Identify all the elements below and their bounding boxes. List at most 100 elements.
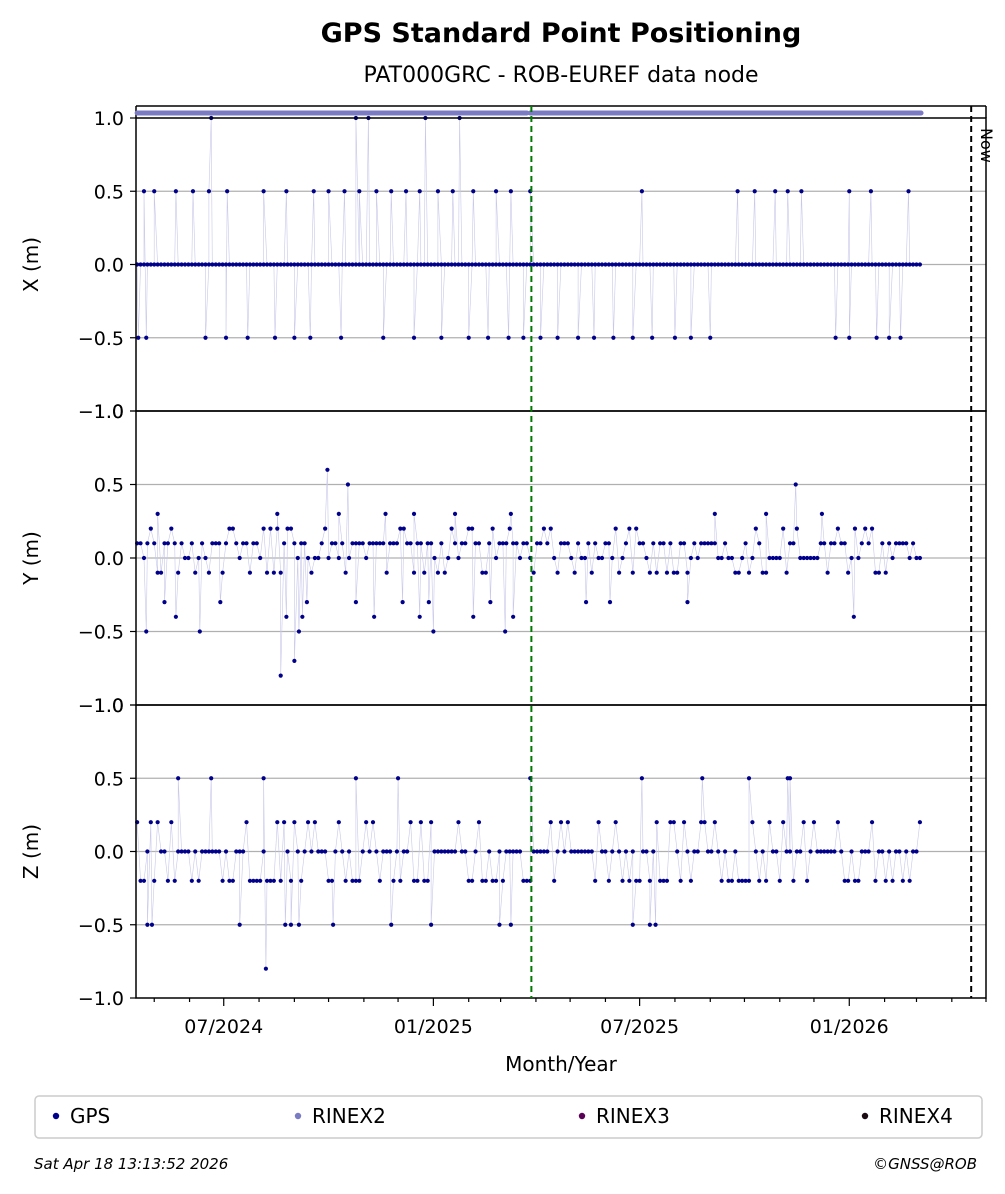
gps-point — [729, 262, 735, 267]
gps-point — [254, 541, 259, 546]
gps-point — [767, 555, 772, 561]
gps-point — [182, 555, 188, 561]
gps-point — [155, 511, 160, 516]
gps-point — [353, 878, 359, 883]
gps-point — [145, 541, 150, 546]
gps-point — [155, 570, 160, 575]
gps-point — [856, 262, 861, 267]
gps-point — [583, 600, 589, 605]
y-tick-label: −1.0 — [78, 988, 124, 1010]
gps-point — [138, 878, 143, 883]
gps-point — [387, 262, 393, 267]
gps-point — [213, 541, 218, 546]
gps-point — [606, 878, 611, 883]
gps-point — [483, 570, 488, 575]
gps-point — [353, 541, 359, 546]
y-tick-label: 0.5 — [94, 181, 124, 203]
gps-point — [736, 878, 741, 883]
gps-point — [893, 849, 899, 854]
gps-point — [681, 820, 687, 825]
gps-point — [524, 262, 529, 267]
gps-point — [893, 541, 899, 546]
gps-point — [847, 335, 852, 340]
gps-point — [288, 526, 294, 531]
gps-point — [237, 849, 242, 854]
gps-point — [593, 262, 598, 267]
gps-point — [299, 878, 304, 883]
gps-point — [695, 262, 700, 267]
gps-point — [264, 262, 270, 267]
gps-point — [904, 262, 909, 267]
legend-label-rinex2: RINEX2 — [312, 1104, 386, 1128]
gps-point — [323, 526, 328, 531]
gps-point — [323, 262, 328, 267]
gps-point — [206, 570, 212, 575]
gps-point — [383, 511, 388, 516]
gps-point — [900, 878, 905, 883]
gps-point — [658, 262, 663, 267]
gps-point — [801, 820, 806, 825]
gps-point — [285, 262, 290, 267]
gps-point — [138, 541, 143, 546]
gps-point — [876, 849, 881, 854]
gps-point — [446, 262, 451, 267]
gps-point — [859, 849, 864, 854]
gps-point — [575, 849, 581, 854]
gps-point — [152, 878, 157, 883]
gps-point — [241, 541, 246, 546]
gps-point — [189, 541, 194, 546]
gps-point — [493, 262, 499, 267]
gps-point — [488, 600, 493, 605]
gps-point — [210, 541, 215, 546]
gps-point — [336, 820, 341, 825]
gps-point — [552, 262, 557, 267]
gps-point — [442, 849, 447, 854]
gps-point — [818, 849, 823, 854]
gps-point — [661, 262, 666, 267]
gps-point — [548, 262, 553, 267]
gps-point — [136, 335, 141, 340]
gps-point — [705, 541, 711, 546]
gps-point — [914, 262, 919, 267]
gps-point — [675, 570, 680, 575]
gps-point — [429, 262, 434, 267]
gps-point — [832, 849, 837, 854]
gps-point — [644, 849, 649, 854]
gps-point — [859, 262, 864, 267]
gps-point — [268, 262, 273, 267]
gps-point — [400, 600, 405, 605]
gps-point — [596, 555, 601, 561]
gps-point — [863, 849, 868, 854]
gps-point — [582, 555, 588, 561]
gps-point — [331, 922, 336, 927]
gps-point — [230, 262, 235, 267]
gps-point — [890, 555, 895, 561]
gps-point — [664, 262, 670, 267]
gps-point — [179, 262, 184, 267]
gps-point — [846, 262, 851, 267]
gps-point — [182, 262, 188, 267]
gps-point — [801, 262, 806, 267]
gps-point — [480, 878, 485, 883]
gps-point — [897, 849, 902, 854]
gps-point — [572, 262, 577, 267]
y-tick-label: −0.5 — [78, 622, 124, 644]
gps-point — [640, 849, 646, 854]
gps-point — [340, 262, 345, 267]
gps-point — [395, 776, 401, 781]
gps-point — [851, 614, 856, 619]
gps-point — [541, 526, 547, 531]
gps-point — [726, 262, 731, 267]
gps-point — [394, 849, 400, 854]
gps-point — [531, 849, 536, 854]
gps-point — [152, 189, 157, 194]
gps-point — [798, 849, 803, 854]
gps-point — [828, 849, 834, 854]
gps-point — [883, 878, 888, 883]
gps-point — [743, 262, 748, 267]
gps-point — [699, 541, 704, 546]
gps-point — [726, 555, 731, 561]
gps-point — [613, 526, 618, 531]
gps-point — [548, 526, 553, 531]
gps-point — [555, 849, 560, 854]
